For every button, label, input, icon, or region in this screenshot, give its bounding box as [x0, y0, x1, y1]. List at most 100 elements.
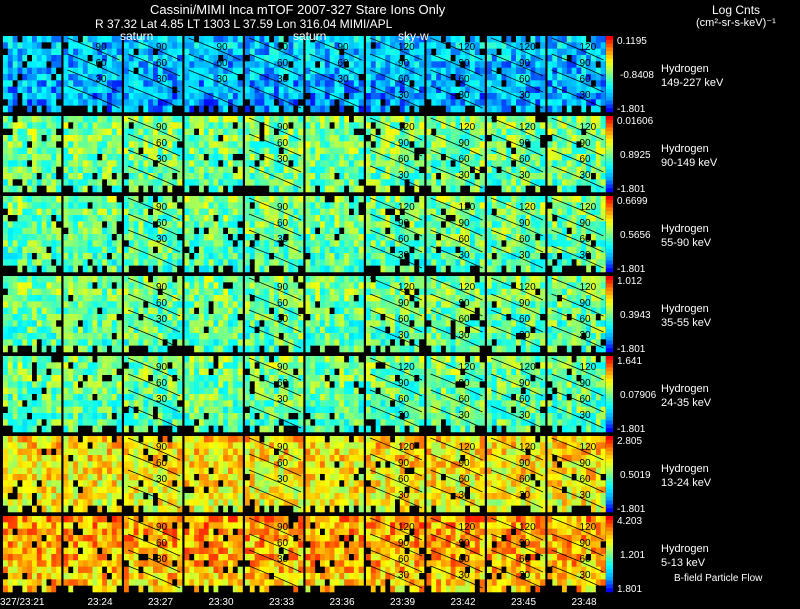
heatmap-cell — [375, 154, 381, 161]
heatmap-cell — [249, 173, 255, 180]
pitch-angle-label: 120 — [398, 42, 415, 53]
heatmap-cell — [375, 147, 381, 155]
heatmap-cell — [496, 93, 502, 100]
heatmap-cell — [133, 61, 139, 68]
heatmap-cell — [68, 320, 74, 327]
heatmap-cell — [557, 48, 563, 56]
pitch-angle-label: 120 — [459, 202, 476, 213]
heatmap-cell — [148, 314, 154, 321]
heatmap-cell — [32, 160, 38, 167]
heatmap-cell — [315, 128, 321, 136]
heatmap-cell — [12, 99, 18, 106]
heatmap-cell — [465, 202, 471, 209]
heatmap-cell — [111, 221, 117, 228]
heatmap-cell — [535, 234, 541, 241]
heatmap-cell — [581, 128, 587, 136]
heatmap-cell — [107, 128, 113, 136]
heatmap-cell — [409, 99, 415, 106]
heatmap-cell — [375, 234, 381, 241]
heatmap-cell — [530, 166, 536, 174]
heatmap-cell — [97, 93, 103, 100]
heatmap-cell — [278, 208, 284, 216]
heatmap-cell — [329, 55, 335, 62]
heatmap-cell — [540, 166, 546, 174]
heatmap-cell — [298, 48, 304, 56]
heatmap-cell — [576, 154, 582, 161]
heatmap-cell — [278, 74, 284, 81]
heatmap-cell — [63, 253, 69, 260]
heatmap-cell — [22, 253, 28, 260]
heatmap-cell — [128, 208, 134, 216]
heatmap-cell — [465, 179, 471, 186]
heatmap-cell — [116, 42, 122, 49]
heatmap-cell — [143, 185, 149, 193]
heatmap-cell — [455, 246, 461, 254]
heatmap-cell — [116, 320, 122, 327]
heatmap-cell — [395, 141, 401, 148]
heatmap-cell — [138, 288, 144, 296]
heatmap-cell — [254, 196, 260, 203]
heatmap-cell — [380, 215, 386, 222]
heatmap-cell — [17, 48, 23, 56]
heatmap-cell — [184, 93, 190, 100]
heatmap-cell — [380, 67, 386, 75]
pitch-angle-contour — [127, 325, 181, 349]
heatmap-cell — [36, 185, 42, 193]
heatmap-cell — [419, 202, 425, 209]
heatmap-cell — [56, 80, 62, 87]
heatmap-cell — [73, 196, 79, 203]
heatmap-cell — [525, 116, 531, 123]
heatmap-cell — [310, 93, 316, 100]
heatmap-cell — [12, 259, 18, 266]
heatmap-cell — [445, 36, 451, 43]
heatmap-cell — [293, 240, 299, 247]
heatmap-cell — [414, 55, 420, 62]
heatmap-cell — [353, 221, 359, 228]
heatmap-cell — [491, 166, 497, 174]
heatmap-cell — [450, 234, 456, 241]
heatmap-cell — [465, 36, 471, 43]
heatmap-cell — [274, 221, 280, 228]
heatmap-cell — [344, 61, 350, 68]
heatmap-cell — [102, 42, 108, 49]
heatmap-cell — [385, 122, 391, 129]
heatmap-cell — [17, 36, 23, 43]
heatmap-cell — [162, 246, 168, 254]
heatmap-cell — [138, 307, 144, 315]
heatmap-cell — [571, 74, 577, 81]
heatmap-cell — [474, 196, 480, 203]
heatmap-cell — [380, 208, 386, 216]
heatmap-cell — [293, 185, 299, 193]
heatmap-cell — [324, 42, 330, 49]
heatmap-cell — [128, 333, 134, 340]
heatmap-cell — [566, 202, 572, 209]
heatmap-cell — [305, 135, 311, 142]
heatmap-cell — [600, 74, 606, 81]
heatmap-cell — [162, 208, 168, 216]
heatmap-cell — [600, 160, 606, 167]
heatmap-cell — [116, 282, 122, 289]
heatmap-cell — [162, 234, 168, 241]
heatmap-cell — [92, 105, 98, 113]
heatmap-cell — [520, 179, 526, 186]
heatmap-cell — [92, 234, 98, 241]
heatmap-cell — [460, 147, 466, 155]
heatmap-cell — [228, 105, 234, 113]
heatmap-cell — [557, 221, 563, 228]
heatmap-cell — [124, 86, 130, 94]
heatmap-cell — [36, 333, 42, 340]
heatmap-cell — [487, 67, 493, 75]
heatmap-cell — [199, 282, 205, 289]
heatmap-cell — [562, 160, 568, 167]
heatmap-cell — [259, 253, 265, 260]
heatmap-cell — [329, 36, 335, 43]
heatmap-cell — [133, 301, 139, 308]
heatmap-cell — [479, 179, 485, 186]
heatmap-cell — [334, 105, 340, 113]
heatmap-cell — [177, 196, 183, 203]
heatmap-cell — [189, 166, 195, 174]
heatmap-cell — [218, 36, 224, 43]
heatmap-cell — [78, 80, 84, 87]
heatmap-cell — [36, 36, 42, 43]
heatmap-cell — [102, 314, 108, 321]
